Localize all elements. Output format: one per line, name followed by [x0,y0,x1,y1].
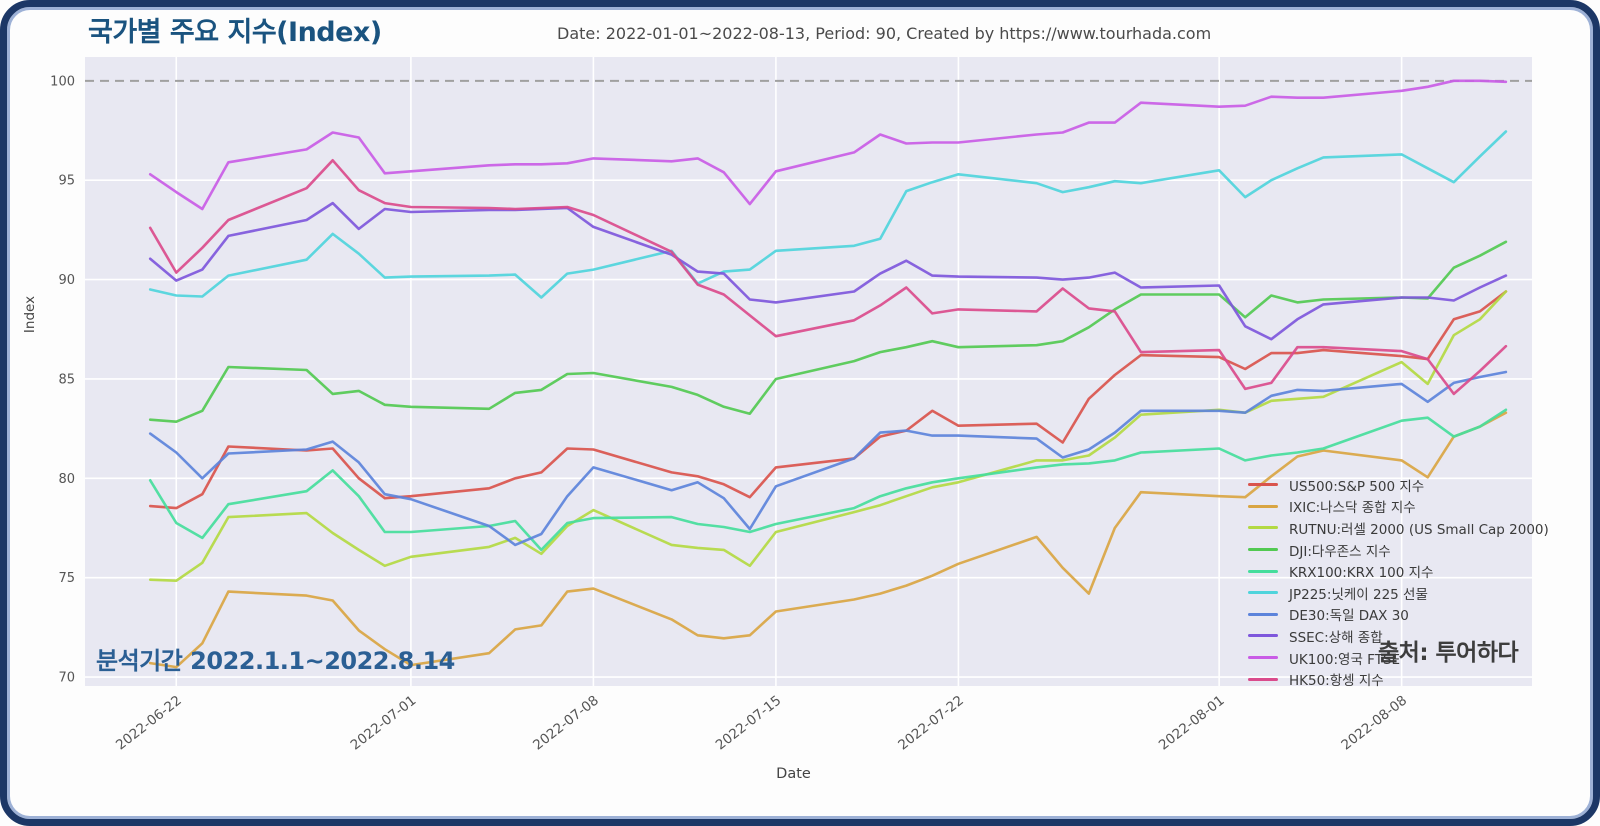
x-tick-label: 2022-07-22 [895,693,967,754]
legend-item-US500[interactable]: US500:S&P 500 지수 [1248,474,1549,496]
series-line-DE30 [148,370,1508,547]
x-axis-title: Date [776,766,811,782]
legend-swatch-icon [1248,677,1278,681]
legend-item-KRX100[interactable]: KRX100:KRX 100 지수 [1248,560,1549,582]
series-line-SSEC [148,201,1508,341]
y-tick-label: 80 [58,472,75,487]
legend-label: RUTNU:러셀 2000 (US Small Cap 2000) [1289,521,1549,538]
legend-item-HK50[interactable]: HK50:항셍 지수 [1248,668,1549,690]
legend-item-IXIC[interactable]: IXIC:나스닥 종합 지수 [1248,496,1549,518]
chart-subtitle: Date: 2022-01-01~2022-08-13, Period: 90,… [557,24,1212,43]
analysis-period-annotation: 분석기간 2022.1.1~2022.8.14 [96,647,455,675]
legend-label: US500:S&P 500 지수 [1289,478,1425,495]
y-axis-title: Index [22,296,38,333]
legend-label: UK100:영국 FTSE [1289,651,1401,668]
legend-label: DJI:다우존스 지수 [1289,543,1391,560]
legend-swatch-icon [1248,504,1278,508]
x-tick-label: 2022-06-22 [113,693,185,754]
series-line-DJI [148,240,1508,424]
legend-label: HK50:항셍 지수 [1289,673,1384,690]
legend-swatch-icon [1248,526,1278,530]
legend: US500:S&P 500 지수 IXIC:나스닥 종합 지수 RUTNU:러셀 2… [1248,474,1549,690]
legend-item-JP225[interactable]: JP225:닛케이 225 선물 [1248,582,1549,604]
x-tick-label: 2022-07-01 [348,693,420,754]
series-line-JP225 [148,130,1508,299]
legend-swatch-icon [1248,569,1278,573]
y-tick-label: 70 [58,671,75,686]
legend-label: IXIC:나스닥 종합 지수 [1289,500,1416,517]
legend-label: KRX100:KRX 100 지수 [1289,565,1434,582]
legend-item-DJI[interactable]: DJI:다우존스 지수 [1248,539,1549,561]
legend-item-DE30[interactable]: DE30:독일 DAX 30 [1248,604,1549,626]
legend-swatch-icon [1248,612,1278,616]
y-tick-label: 100 [50,74,75,89]
legend-swatch-icon [1248,591,1278,595]
y-tick-label: 85 [58,372,75,387]
legend-item-SSEC[interactable]: SSEC:상해 종합 [1248,625,1549,647]
source-annotation: 출처: 투어하다 [1378,640,1519,666]
x-tick-label: 2022-07-08 [530,693,602,754]
x-tick-label: 2022-07-15 [713,693,785,754]
legend-swatch-icon [1248,634,1278,638]
x-tick-label: 2022-08-08 [1338,693,1410,754]
page-title: 국가별 주요 지수(Index) [88,17,382,48]
series-line-KRX100 [148,408,1508,552]
x-tick-label: 2022-08-01 [1156,693,1228,754]
legend-label: SSEC:상해 종합 [1289,629,1383,646]
legend-label: JP225:닛케이 225 선물 [1289,586,1428,603]
series-line-IXIC [148,411,1508,669]
legend-swatch-icon [1248,483,1278,487]
legend-label: DE30:독일 DAX 30 [1289,608,1409,625]
series-line-RUTNU [148,290,1508,583]
legend-item-UK100[interactable]: UK100:영국 FTSE [1248,647,1549,669]
legend-swatch-icon [1248,548,1278,552]
series-line-HK50 [148,159,1508,396]
y-tick-label: 75 [58,571,75,586]
y-tick-label: 90 [58,273,75,288]
y-tick-label: 95 [58,174,75,189]
series-line-UK100 [148,79,1508,211]
legend-swatch-icon [1248,656,1278,660]
legend-item-RUTNU[interactable]: RUTNU:러셀 2000 (US Small Cap 2000) [1248,517,1549,539]
